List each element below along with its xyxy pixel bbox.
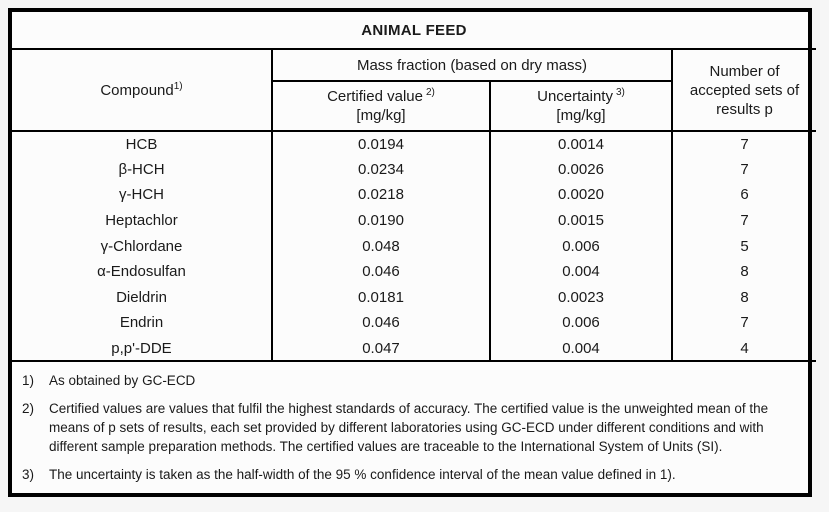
- table-row: γ-HCH 0.0218 0.0020 6: [12, 182, 816, 208]
- accepted-sets-cell: 8: [740, 263, 749, 281]
- uncertainty-cell: 0.0026: [490, 156, 673, 183]
- certified-value-unit: [mg/kg]: [356, 107, 406, 124]
- uncertainty-cell: 0.0023: [490, 284, 673, 311]
- uncertainty-footnote-ref: 3): [615, 87, 625, 98]
- accepted-sets-cell: 7: [740, 135, 749, 153]
- uncertainty-label: Uncertainty: [537, 88, 613, 105]
- accepted-sets-cell: 5: [740, 237, 749, 255]
- footnote-text: The uncertainty is taken as the half-wid…: [49, 467, 676, 483]
- table-row: α-Endosulfan 0.046 0.004 8: [12, 258, 816, 285]
- compound-cell: γ-HCH: [12, 182, 273, 208]
- uncertainty-unit: [mg/kg]: [556, 107, 606, 124]
- footnote-marker: 1): [22, 373, 35, 389]
- compound-cell: γ-Chlordane: [12, 233, 273, 259]
- certified-values-table: ANIMAL FEED Compound1) Mass fraction (ba…: [12, 12, 817, 494]
- compound-cell: HCB: [12, 131, 273, 157]
- certified-value-cell: 0.048: [272, 233, 491, 259]
- certified-value-cell: 0.046: [272, 258, 491, 285]
- animal-feed-certificate-table: ANIMAL FEED Compound1) Mass fraction (ba…: [8, 8, 817, 497]
- column-header-compound: Compound1): [12, 49, 273, 132]
- compound-cell: Endrin: [12, 310, 273, 336]
- footnote-item: 2) Certified values are values that fulfi…: [22, 399, 806, 456]
- table-row: Heptachlor 0.0190 0.0015 7: [12, 207, 816, 234]
- footnote-text: Certified values are values that fulfil …: [49, 401, 769, 455]
- compound-cell: p,p'-DDE: [12, 335, 273, 362]
- uncertainty-cell: 0.0020: [490, 182, 673, 208]
- table-row: Dieldrin 0.0181 0.0023 8: [12, 284, 816, 311]
- column-header-accepted-sets: Number of accepted sets of results p: [672, 49, 817, 132]
- certified-value-cell: 0.0218: [272, 182, 491, 208]
- uncertainty-cell: 0.004: [490, 258, 673, 285]
- accepted-sets-cell: 7: [740, 314, 749, 332]
- footnote-marker: 3): [22, 467, 35, 483]
- certified-value-cell: 0.0194: [272, 131, 491, 157]
- compound-cell: Dieldrin: [12, 284, 273, 311]
- accepted-sets-cell: 8: [740, 288, 749, 306]
- header-row-sub: Certified value 2) [mg/kg] Uncertainty 3) …: [12, 81, 816, 132]
- compound-cell: α-Endosulfan: [12, 258, 273, 285]
- certified-value-cell: 0.0190: [272, 207, 491, 234]
- header-row-top: Compound1) Mass fraction (based on dry m…: [12, 49, 817, 132]
- table-body: HCB 0.0194 0.0014 7 β-HCH 0.0234 0.0026 7 γ-HCH 0…: [12, 131, 816, 362]
- footnotes-list: 1) As obtained by GC-ECD 2) Certified value…: [22, 371, 806, 484]
- column-header-uncertainty: Uncertainty 3) [mg/kg]: [490, 81, 673, 132]
- footnote-marker: 2): [22, 401, 35, 417]
- table-row: p,p'-DDE 0.047 0.004 4: [12, 335, 816, 362]
- table-row: Endrin 0.046 0.006 7: [12, 310, 816, 336]
- column-header-certified-value: Certified value 2) [mg/kg]: [272, 81, 491, 132]
- footnote-item: 3) The uncertainty is taken as the half-w…: [22, 465, 806, 484]
- certified-value-cell: 0.0234: [272, 156, 491, 183]
- certified-value-cell: 0.0181: [272, 284, 491, 311]
- table-footnotes-section: 1) As obtained by GC-ECD 2) Certified value…: [12, 360, 817, 494]
- compound-cell: β-HCH: [12, 156, 273, 183]
- certified-value-cell: 0.047: [272, 335, 491, 362]
- uncertainty-cell: 0.006: [490, 310, 673, 336]
- accepted-sets-cell: 4: [740, 339, 749, 357]
- footnote-item: 1) As obtained by GC-ECD: [22, 371, 806, 390]
- title-row: ANIMAL FEED: [12, 12, 817, 50]
- accepted-sets-cell: 7: [740, 212, 749, 230]
- footnotes-cell: 1) As obtained by GC-ECD 2) Certified value…: [12, 360, 817, 494]
- uncertainty-cell: 0.006: [490, 233, 673, 259]
- footnotes-row: 1) As obtained by GC-ECD 2) Certified value…: [12, 360, 817, 494]
- table-header: ANIMAL FEED Compound1) Mass fraction (ba…: [12, 12, 817, 132]
- table-title: ANIMAL FEED: [12, 12, 817, 50]
- compound-header-footnote-ref: 1): [173, 80, 183, 92]
- accepted-sets-cell: 6: [740, 186, 749, 204]
- certified-value-footnote-ref: 2): [425, 87, 435, 98]
- uncertainty-cell: 0.0015: [490, 207, 673, 234]
- table-row: HCB 0.0194 0.0014 7: [12, 131, 816, 157]
- table-row: β-HCH 0.0234 0.0026 7: [12, 156, 816, 183]
- compound-cell: Heptachlor: [12, 207, 273, 234]
- compound-header-label: Compound: [100, 81, 174, 99]
- table-row: γ-Chlordane 0.048 0.006 5: [12, 233, 816, 259]
- certified-value-cell: 0.046: [272, 310, 491, 336]
- footnote-text: As obtained by GC-ECD: [49, 373, 196, 389]
- uncertainty-cell: 0.0014: [490, 131, 673, 157]
- accepted-sets-cell: 7: [740, 160, 749, 178]
- certified-value-label: Certified value: [327, 88, 423, 105]
- column-header-mass-fraction: Mass fraction (based on dry mass): [272, 49, 673, 82]
- uncertainty-cell: 0.004: [490, 335, 673, 362]
